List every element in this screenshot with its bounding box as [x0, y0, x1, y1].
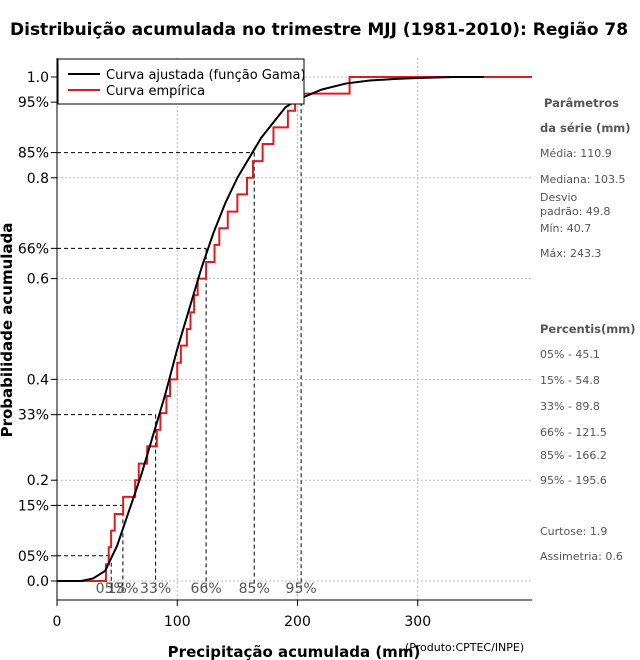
legend: Curva ajustada (função Gama) Curva empír… — [57, 58, 306, 105]
legend-label-gamma: Curva ajustada (função Gama) — [106, 68, 306, 83]
percentis-heading: Percentis(mm) — [540, 322, 635, 336]
stat-max: Máx: 243.3 — [540, 247, 601, 260]
y-tick-label: 0.8 — [27, 171, 49, 187]
y-tick-label: 1.0 — [27, 70, 49, 86]
stat-mediana: Mediana: 103.5 — [540, 173, 625, 186]
y-axis-ticks: 0.0 0.2 0.4 0.6 0.8 1.0 05% 15% 33% 66% 85% 95% — [18, 70, 57, 590]
percentile-y-label: 15% — [18, 498, 49, 514]
percentile-x-label: 66% — [191, 581, 222, 597]
x-axis-label: Precipitação acumulada (mm) — [168, 643, 421, 660]
percentile-y-label: 33% — [18, 408, 49, 424]
stat-p85: 85% - 166.2 — [540, 449, 607, 462]
chart-title: Distribuição acumulada no trimestre MJJ … — [10, 20, 628, 40]
legend-box — [57, 58, 305, 105]
gamma-curve — [57, 76, 484, 582]
empirical-curve — [57, 76, 532, 582]
stat-p15: 15% - 54.8 — [540, 374, 600, 387]
percentile-y-label: 05% — [18, 549, 49, 565]
x-tick-label: 0 — [53, 614, 62, 630]
percentile-y-label: 85% — [18, 146, 49, 162]
stat-p05: 05% - 45.1 — [540, 348, 600, 361]
credit-label: (Produto:CPTEC/INPE) — [405, 641, 524, 654]
x-tick-label: 200 — [284, 614, 311, 630]
stat-curtose: Curtose: 1.9 — [540, 525, 607, 538]
x-axis-ticks: 0 100 200 300 — [53, 600, 431, 630]
stat-desvio-1: Desvio — [540, 191, 578, 204]
params-heading-1: Parâmetros — [544, 96, 619, 110]
stat-p33: 33% - 89.8 — [540, 400, 600, 413]
legend-label-empirical: Curva empírica — [106, 84, 205, 99]
y-tick-label: 0.4 — [27, 372, 49, 388]
x-tick-label: 300 — [404, 614, 431, 630]
percentile-y-label: 66% — [18, 241, 49, 257]
percentile-y-label: 95% — [18, 95, 49, 111]
params-heading-2: da série (mm) — [540, 121, 631, 135]
percentile-x-label: 15% — [107, 581, 138, 597]
percentile-x-label: 33% — [140, 581, 171, 597]
series-layer — [57, 76, 532, 582]
y-tick-label: 0.0 — [27, 574, 49, 590]
stat-min: Mín: 40.7 — [540, 222, 591, 235]
y-tick-label: 0.6 — [27, 272, 49, 288]
stat-media: Média: 110.9 — [540, 147, 612, 160]
percentile-x-label: 85% — [239, 581, 270, 597]
grid — [56, 58, 532, 600]
side-panel: Parâmetros da série (mm) Média: 110.9 Me… — [540, 96, 635, 563]
y-tick-label: 0.2 — [27, 473, 49, 489]
stat-desvio-2: padrão: 49.8 — [540, 205, 610, 218]
y-axis-label: Probabilidade acumulada — [0, 223, 16, 438]
x-tick-label: 100 — [164, 614, 191, 630]
percentile-guide-lines: 05%15% 33% 66% 85% 95% — [57, 101, 317, 597]
stat-p66: 66% - 121.5 — [540, 426, 607, 439]
percentile-x-label: 05% — [96, 581, 127, 597]
percentile-x-label: 95% — [286, 581, 317, 597]
stat-assimetria: Assimetria: 0.6 — [540, 550, 623, 563]
stat-p95: 95% - 195.6 — [540, 474, 607, 487]
